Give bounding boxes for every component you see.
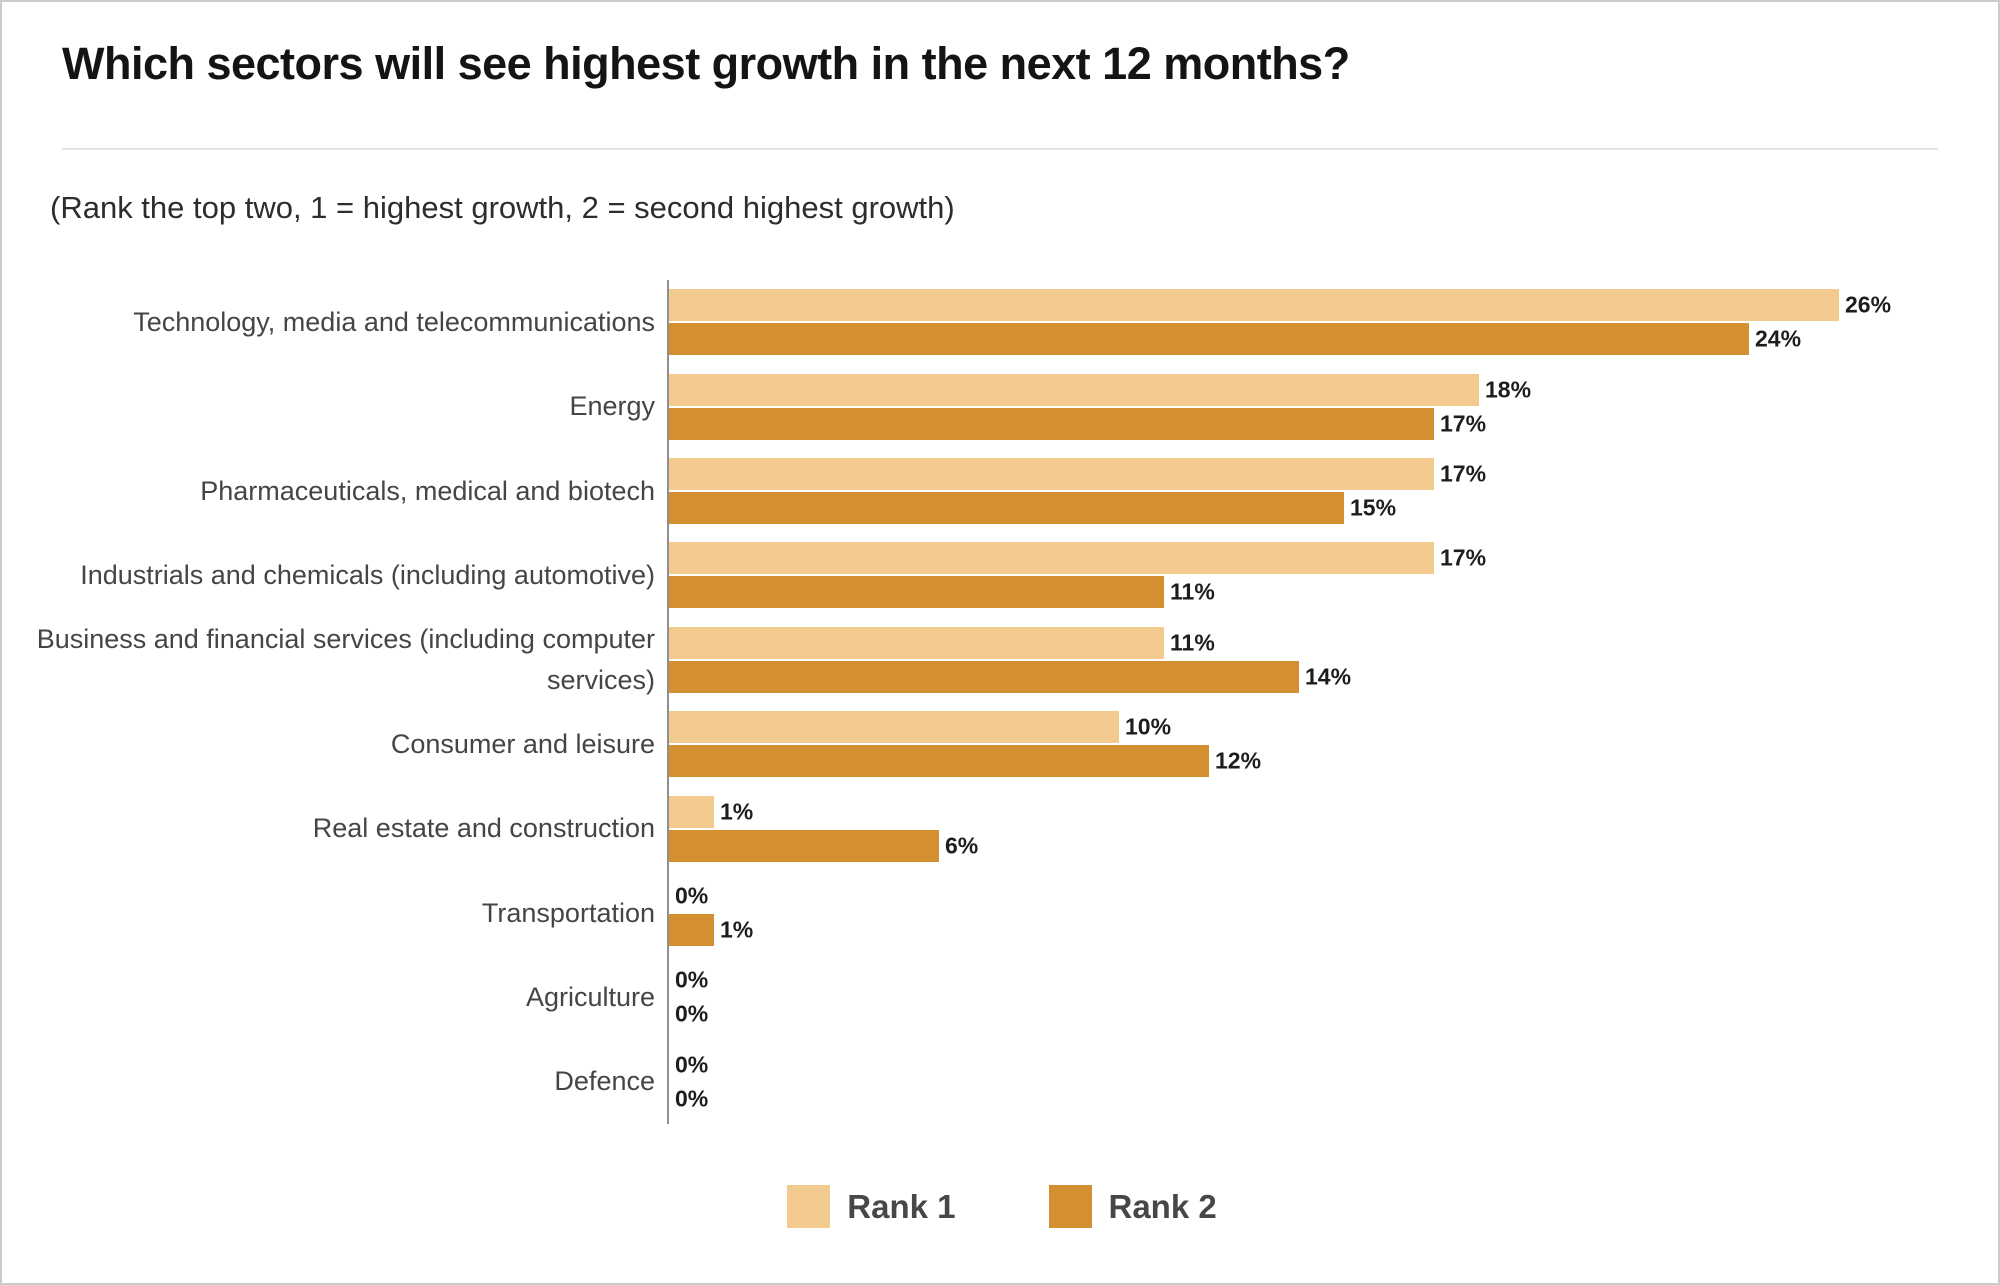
legend-swatch-rank2	[1048, 1185, 1092, 1228]
category-label: Transportation	[481, 897, 655, 928]
bar-pair: 18% 17%	[669, 373, 1531, 440]
bar-rank1: 17%	[669, 457, 1486, 490]
bar-rank1: 10%	[669, 711, 1171, 744]
chart-row: Industrials and chemicals (including aut…	[2, 533, 1998, 617]
value-label: 0%	[675, 1085, 709, 1112]
value-label: 18%	[1485, 376, 1532, 403]
chart-row: Real estate and construction 1% 6%	[2, 786, 1998, 870]
chart-row: Consumer and leisure 10% 12%	[2, 702, 1998, 786]
legend-item-rank2: Rank 2	[1048, 1185, 1217, 1228]
y-axis-line	[667, 280, 669, 1124]
bar-pair: 0% 1%	[669, 880, 753, 946]
value-label: 26%	[1845, 291, 1892, 318]
category-label: Agriculture	[525, 982, 655, 1013]
legend-label-rank2: Rank 2	[1108, 1187, 1217, 1225]
value-label: 10%	[1125, 713, 1172, 740]
value-label: 17%	[1440, 460, 1487, 487]
bar-rank2: 1%	[669, 913, 753, 946]
chart-row: Technology, media and telecommunications…	[2, 280, 1998, 364]
bar-rank1: 11%	[669, 626, 1215, 659]
bar-rank2: 12%	[669, 745, 1261, 778]
category-label: Consumer and leisure	[390, 728, 655, 759]
bar-rows: Technology, media and telecommunications…	[2, 280, 1998, 1124]
bar-pair: 17% 15%	[669, 457, 1486, 524]
category-label: Energy	[569, 391, 655, 422]
bar-rank1: 17%	[669, 542, 1486, 575]
legend: Rank 1 Rank 2	[2, 1185, 1998, 1228]
value-label: 15%	[1350, 494, 1397, 521]
category-label: Pharmaceuticals, medical and biotech	[200, 475, 655, 506]
bar-rank2: 6%	[669, 829, 978, 862]
legend-swatch-rank1	[787, 1185, 831, 1228]
bar-rank1: 1%	[669, 795, 753, 828]
value-label: 11%	[1170, 578, 1215, 605]
chart-row: Agriculture 0% 0%	[2, 955, 1998, 1039]
bar-pair: 11% 14%	[669, 626, 1351, 693]
value-label: 17%	[1440, 544, 1487, 571]
chart-row: Defence 0% 0%	[2, 1040, 1998, 1124]
bar-rank2: 24%	[669, 323, 1801, 356]
chart-title: Which sectors will see highest growth in…	[62, 38, 1350, 89]
chart-row: Energy 18% 17%	[2, 364, 1998, 448]
value-label: 6%	[945, 832, 979, 859]
chart-row: Transportation 0% 1%	[2, 871, 1998, 955]
category-label: Technology, media and telecommunications	[133, 306, 655, 337]
bar-pair: 26% 24%	[669, 289, 1891, 356]
bar-rank2: 17%	[669, 407, 1486, 440]
value-label: 14%	[1305, 663, 1352, 690]
chart-row: Business and financial services (includi…	[2, 618, 1998, 702]
legend-item-rank1: Rank 1	[787, 1185, 956, 1228]
value-label: 17%	[1440, 410, 1487, 437]
legend-label-rank1: Rank 1	[847, 1187, 956, 1225]
value-label: 24%	[1755, 325, 1802, 352]
category-label: Industrials and chemicals (including aut…	[80, 560, 655, 591]
bar-rank1: 26%	[669, 289, 1891, 322]
value-label: 11%	[1170, 629, 1215, 656]
bar-pair: 10% 12%	[669, 711, 1261, 778]
value-label: 0%	[675, 966, 709, 993]
value-label: 0%	[675, 882, 709, 909]
category-label: Real estate and construction	[312, 813, 655, 844]
value-label: 12%	[1215, 747, 1262, 774]
value-label: 0%	[675, 1051, 709, 1078]
bar-rank2: 15%	[669, 491, 1396, 524]
divider	[62, 148, 1938, 150]
chart-row: Pharmaceuticals, medical and biotech 17% 1…	[2, 449, 1998, 533]
bar-rank2: 14%	[669, 660, 1351, 693]
chart-subtitle: (Rank the top two, 1 = highest growth, 2…	[50, 190, 955, 225]
bar-pair: 17% 11%	[669, 542, 1486, 609]
category-label: Business and financial services (includi…	[36, 624, 655, 695]
bar-pair: 1% 6%	[669, 795, 978, 862]
bar-rank1: 18%	[669, 373, 1531, 406]
bar-chart: Technology, media and telecommunications…	[2, 280, 1998, 1124]
value-label: 1%	[720, 916, 754, 943]
value-label: 1%	[720, 798, 754, 825]
category-label: Defence	[554, 1066, 655, 1097]
value-label: 0%	[675, 1000, 709, 1027]
bar-rank2: 11%	[669, 576, 1215, 609]
